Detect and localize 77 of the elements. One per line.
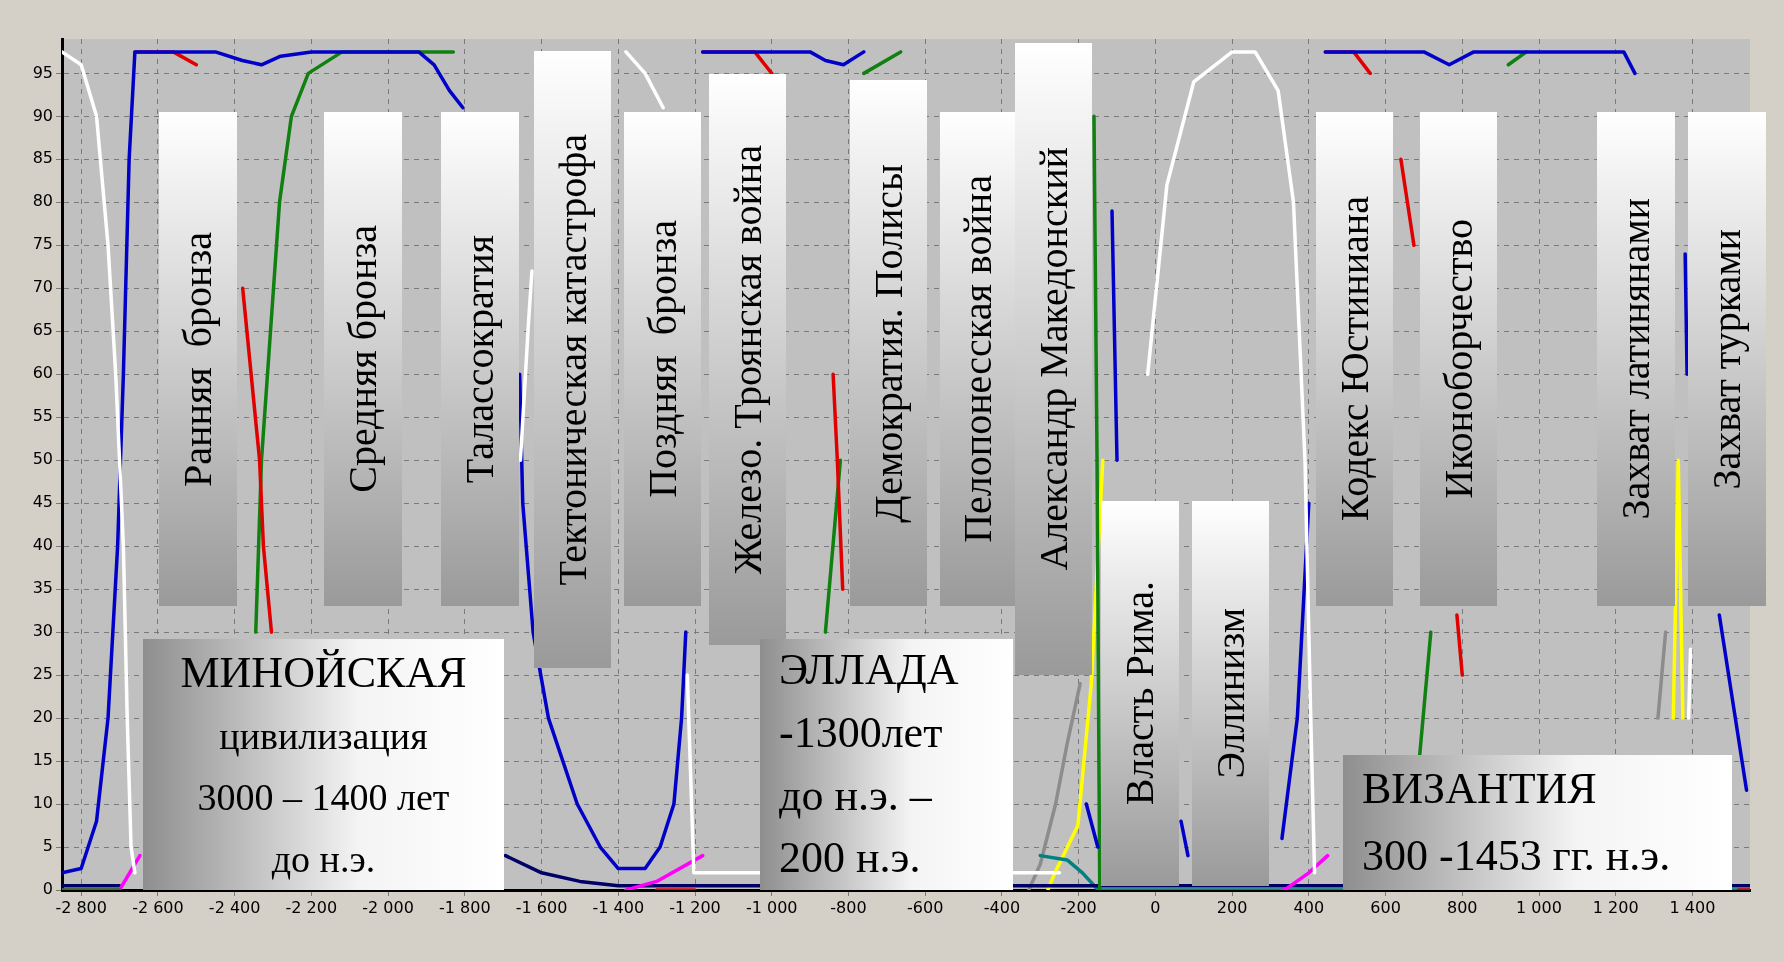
label-panel: Талассократия xyxy=(441,112,519,606)
y-tick-label: 0 xyxy=(42,879,53,899)
annotation: Средняя бронза xyxy=(340,225,385,493)
x-tick-label: -2 200 xyxy=(285,897,338,917)
annotation: Захват латинянами xyxy=(1613,198,1658,520)
label-panel: Эллинизм xyxy=(1192,501,1269,886)
annotation: Иконоборчество xyxy=(1435,219,1481,499)
annotation: Кодекс Юстиниана xyxy=(1331,196,1377,522)
annotation: Железо. Троянская война xyxy=(724,144,770,575)
y-tick-label: 80 xyxy=(32,191,53,211)
y-tick-label: 30 xyxy=(32,621,53,641)
x-tick-label: -600 xyxy=(907,897,944,917)
x-tick-label: -1 000 xyxy=(745,897,798,917)
annotation: Поздняя бронза xyxy=(639,220,685,498)
label-panel: Александр Македонский xyxy=(1015,43,1092,675)
label-panel: Кодекс Юстиниана xyxy=(1316,112,1393,606)
annotation: Александр Македонский xyxy=(1030,147,1076,571)
annotation: Пелопонесская война xyxy=(955,175,1000,543)
x-tick-label: 1 200 xyxy=(1592,897,1639,917)
label-panel: Иконоборчество xyxy=(1420,112,1497,606)
x-tick-label: -1 600 xyxy=(515,897,568,917)
y-tick-label: 70 xyxy=(32,277,53,297)
x-tick-label: -2 400 xyxy=(208,897,261,917)
label-panel: Поздняя бронза xyxy=(624,112,701,606)
label-panel: Пелопонесская война xyxy=(940,112,1016,606)
annotation: ЭЛЛАДА -1300лет до н.э. – 200 н.э. xyxy=(779,645,959,883)
y-tick-label: 45 xyxy=(32,492,53,512)
x-tick-label: -2 000 xyxy=(362,897,414,917)
label-panel: Средняя бронза xyxy=(324,112,402,606)
y-tick-label: 20 xyxy=(32,707,53,727)
x-tick-label: -200 xyxy=(1060,897,1097,917)
x-tick-label: 1 000 xyxy=(1516,897,1562,917)
annotation: Тектоническая катастрофа xyxy=(549,133,595,586)
label-panel: МИНОЙСКАЯ цивилизация 3000 – 1400 лет до н.э. xyxy=(143,639,504,890)
y-tick-label: 50 xyxy=(32,449,53,469)
label-panel: Ранняя бронза xyxy=(159,112,237,606)
x-tick-label: 400 xyxy=(1293,897,1325,917)
x-tick-label: -800 xyxy=(830,897,867,917)
x-tick-label: -1 400 xyxy=(592,897,645,917)
x-tick-label: 1 400 xyxy=(1669,897,1716,917)
annotation: МИНОЙСКАЯ цивилизация 3000 – 1400 лет до н.э. xyxy=(180,647,467,881)
x-tick-label: -1 800 xyxy=(439,897,491,917)
y-tick-label: 15 xyxy=(32,750,53,770)
y-tick-label: 10 xyxy=(32,793,53,813)
annotation: Ранняя бронза xyxy=(175,231,220,487)
label-panel: Железо. Троянская война xyxy=(709,74,786,645)
label-panel: Демократия. Полисы xyxy=(850,80,927,606)
annotation: Демократия. Полисы xyxy=(865,163,911,523)
y-tick-label: 25 xyxy=(32,664,53,684)
x-tick-label: 800 xyxy=(1447,897,1478,917)
x-tick-label: -2 800 xyxy=(55,897,107,917)
annotation: Талассократия xyxy=(457,234,502,484)
x-tick-label: -1 200 xyxy=(669,897,721,917)
y-tick-label: 5 xyxy=(42,836,53,856)
y-tick-label: 35 xyxy=(32,578,53,598)
label-panel: ЭЛЛАДА -1300лет до н.э. – 200 н.э. xyxy=(760,639,1013,890)
y-tick-label: 75 xyxy=(32,234,53,254)
annotation: Власть Рима. xyxy=(1117,581,1162,806)
y-tick-label: 40 xyxy=(32,535,53,555)
x-tick-label: 600 xyxy=(1370,897,1401,917)
label-panel: Тектоническая катастрофа xyxy=(534,51,611,668)
y-tick-label: 65 xyxy=(32,320,53,340)
y-tick-label: 90 xyxy=(32,105,53,125)
annotation: Захват турками xyxy=(1704,228,1749,490)
x-tick-label: 200 xyxy=(1216,897,1248,917)
y-tick-label: 85 xyxy=(32,148,53,168)
label-panel: Захват латинянами xyxy=(1597,112,1675,606)
annotation: Эллинизм xyxy=(1207,608,1253,779)
y-tick-label: 95 xyxy=(32,62,53,82)
x-tick-label: -2 600 xyxy=(132,897,184,917)
annotation: ВИЗАНТИЯ 300 -1453 гг. н.э. xyxy=(1362,763,1671,881)
x-tick-label: -400 xyxy=(983,897,1021,917)
y-tick-label: 60 xyxy=(32,363,53,383)
y-tick-label: 55 xyxy=(32,406,53,426)
label-panel: Захват турками xyxy=(1688,112,1766,606)
x-tick-label: 0 xyxy=(1150,897,1161,917)
label-panel: Власть Рима. xyxy=(1101,501,1179,886)
